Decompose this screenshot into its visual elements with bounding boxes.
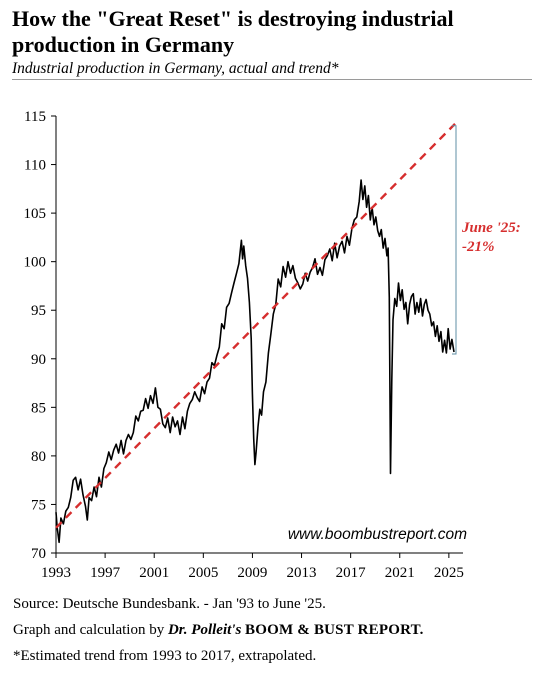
x-tick-label: 2001 [139,565,169,581]
x-tick-label: 2025 [434,565,464,581]
credit-note: Graph and calculation by Dr. Polleit's B… [13,622,424,639]
x-tick-label: 1997 [90,565,121,581]
gap-annotation-date: June '25: [461,220,521,236]
y-tick-label: 95 [31,303,46,319]
x-tick-label: 2013 [287,565,317,581]
y-tick-label: 90 [31,352,46,368]
production-line [55,179,455,544]
credit-report: BOOM & BUST REPORT. [245,622,424,638]
y-tick-label: 100 [24,255,47,271]
y-tick-label: 110 [24,158,46,174]
source-note: Source: Deutsche Bundesbank. - Jan '93 t… [13,596,326,612]
y-tick-label: 70 [31,546,46,562]
x-tick-label: 2009 [237,565,267,581]
trend-line [55,122,456,529]
y-tick-label: 115 [24,109,46,125]
gap-bracket [452,125,457,355]
watermark: www.boombustreport.com [288,526,467,543]
y-tick-label: 105 [24,206,47,222]
x-tick-label: 2021 [385,565,415,581]
trend-note: *Estimated trend from 1993 to 2017, extr… [13,648,317,664]
line-chart: 70 75 80 85 90 95 100 105 110 115 1993 1997 2001 2005… [24,109,521,581]
x-tick-label: 1993 [41,565,71,581]
chart-title: How the "Great Reset" is destroying indu… [12,6,454,57]
credit-prefix: Graph and calculation by [13,622,168,638]
y-tick-label: 85 [31,400,46,416]
y-tick-label: 80 [31,449,46,465]
credit-author: Dr. Polleit's [167,622,242,638]
x-tick-label: 2017 [336,565,367,581]
x-tick-label: 2005 [188,565,218,581]
chart-subtitle: Industrial production in Germany, actual… [12,60,339,77]
title-divider [12,79,532,80]
gap-annotation-value: -21% [462,239,495,255]
y-tick-label: 75 [31,497,46,513]
